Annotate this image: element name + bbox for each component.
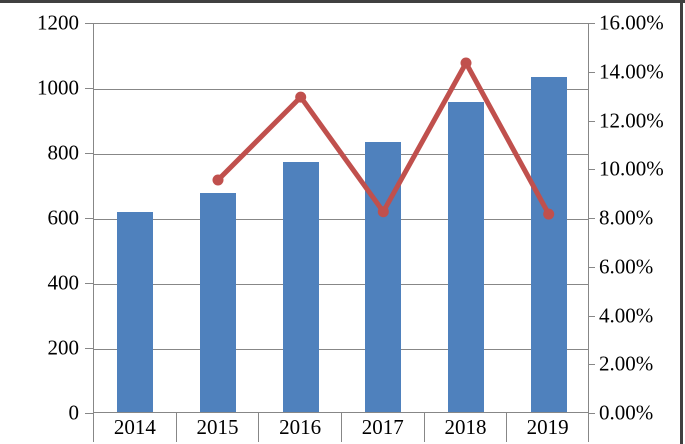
gridline-200 <box>94 349 588 350</box>
right-axis-labels: 0.00% 2.00% 4.00% 6.00% 8.00% 10.00% 12.00% 14.… <box>599 0 685 444</box>
left-axis-label-600: 600 <box>47 205 80 230</box>
bar-2019 <box>530 77 567 412</box>
right-axis-label-16.00%: 16.00% <box>599 10 664 35</box>
right-axis-tick-8.00% <box>589 218 595 219</box>
gridline-600 <box>94 219 588 220</box>
line-marker-3 <box>460 57 472 69</box>
line-marker-2 <box>377 206 389 218</box>
left-axis-tick-600 <box>85 218 93 219</box>
image-top-border <box>0 0 685 3</box>
right-axis-label-4.00%: 4.00% <box>599 303 654 327</box>
right-axis-tick-0.00% <box>589 413 595 414</box>
gridline-400 <box>94 284 588 285</box>
line-marker-1 <box>295 91 307 103</box>
right-axis-label-12.00%: 12.00% <box>599 108 664 132</box>
x-axis-label-2017: 2017 <box>340 413 424 442</box>
left-axis-label-800: 800 <box>47 140 80 165</box>
x-axis-labels: 2014 2015 2016 2017 2018 2019 <box>93 413 589 442</box>
right-axis-label-10.00%: 10.00% <box>599 156 664 181</box>
left-axis-tick-1000 <box>85 88 93 89</box>
right-axis-label-0.00%: 0.00% <box>599 400 654 425</box>
bar-2015 <box>200 192 236 412</box>
line-marker-4 <box>543 208 555 220</box>
gridline-1000 <box>94 89 588 90</box>
left-axis-tick-1200 <box>85 23 93 24</box>
right-axis-label-6.00%: 6.00% <box>599 254 654 279</box>
bar-2014 <box>117 212 154 412</box>
line-series <box>212 57 555 220</box>
growth-line-path <box>215 60 552 217</box>
right-axis-label-14.00%: 14.00% <box>599 59 664 84</box>
left-axis-label-1000: 1000 <box>37 75 79 100</box>
left-axis-label-400: 400 <box>47 270 80 295</box>
right-axis-tick-6.00% <box>589 266 595 268</box>
left-axis-labels: 0 200 400 600 800 1000 1200 <box>0 0 79 444</box>
right-axis-tick-10.00% <box>589 169 595 171</box>
right-axis-tick-4.00% <box>589 315 595 317</box>
x-axis-label-2016: 2016 <box>258 413 341 442</box>
right-axis-tick-12.00% <box>589 120 595 122</box>
x-axis-label-2019: 2019 <box>506 413 589 442</box>
right-axis-label-8.00%: 8.00% <box>599 205 654 230</box>
plot-area <box>93 23 589 413</box>
left-axis-tick-0 <box>85 413 93 414</box>
bar-2016 <box>282 161 319 412</box>
left-axis-label-200: 200 <box>47 335 80 360</box>
right-axis-tick-16.00% <box>589 23 595 24</box>
right-axis-tick-2.00% <box>589 364 595 366</box>
left-axis-tick-400 <box>85 283 93 284</box>
left-axis-label-1200: 1200 <box>37 10 79 35</box>
image-right-border <box>680 0 683 444</box>
x-axis-label-2015: 2015 <box>175 413 259 442</box>
line-marker-0 <box>212 174 224 186</box>
bar-2018 <box>448 101 484 412</box>
right-axis-label-2.00%: 2.00% <box>599 351 654 376</box>
x-axis-label-2018: 2018 <box>423 413 507 442</box>
left-axis-tick-200 <box>85 348 93 349</box>
left-axis-tick-800 <box>85 153 93 154</box>
left-axis-label-0: 0 <box>68 400 80 425</box>
x-axis-label-2014: 2014 <box>93 413 176 442</box>
right-axis-tick-14.00% <box>589 71 595 73</box>
